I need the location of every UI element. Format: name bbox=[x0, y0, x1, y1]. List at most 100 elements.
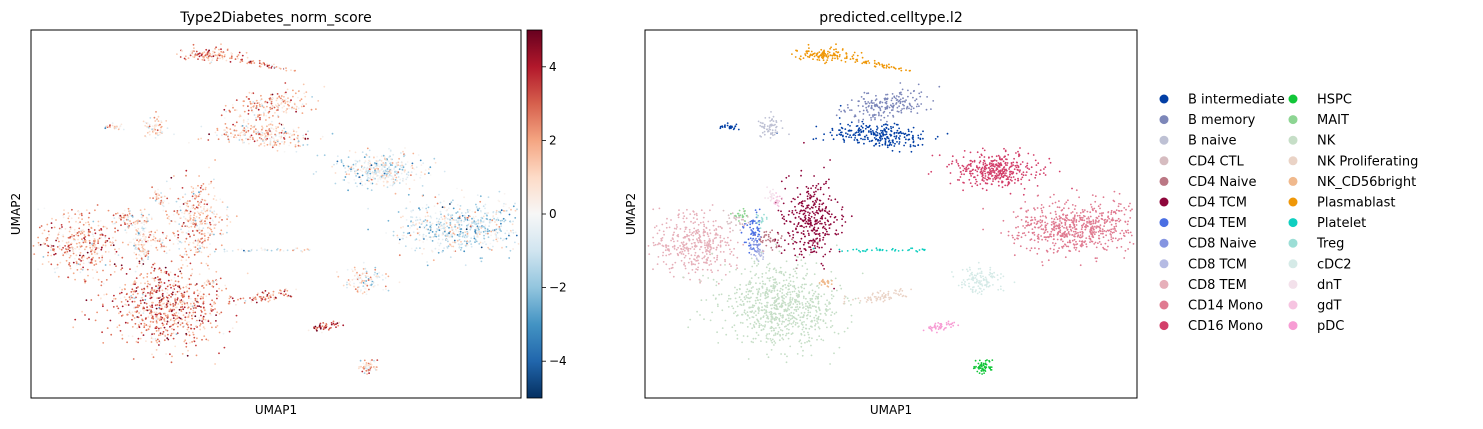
score-point-nk bbox=[134, 283, 136, 286]
score-point-cd14-mono bbox=[480, 227, 483, 229]
score-point-cd14-mono bbox=[423, 247, 425, 250]
score-point-cd14-mono bbox=[471, 210, 474, 213]
score-point-cd14-mono bbox=[485, 243, 487, 246]
score-point-cd16-mono bbox=[368, 159, 370, 162]
score-point-nk bbox=[151, 292, 154, 295]
score-point-cd4-naive bbox=[165, 235, 168, 237]
score-point-cd8-tcm bbox=[143, 251, 146, 253]
score-point-nk-proliferating bbox=[257, 292, 259, 295]
score-point-cd4-tcm bbox=[210, 228, 213, 231]
score-point-cdc2 bbox=[373, 273, 376, 276]
celltype-point-b-memory bbox=[866, 111, 869, 113]
score-point-cd4-tcm bbox=[221, 201, 224, 204]
score-point-nk bbox=[134, 270, 137, 273]
celltype-point-b-memory bbox=[874, 99, 877, 102]
score-point-cd16-mono bbox=[376, 183, 378, 186]
score-point-cd16-mono bbox=[350, 166, 353, 169]
score-point-cd4-tcm bbox=[177, 242, 180, 245]
score-point-b-memory bbox=[259, 114, 262, 116]
celltype-panel-title: predicted.celltype.l2 bbox=[819, 10, 962, 26]
celltype-point-cd4-ctl bbox=[726, 220, 729, 223]
score-point-cd4-tcm bbox=[209, 234, 211, 237]
celltype-point-b-intermediate bbox=[909, 145, 912, 148]
score-point-cd4-tcm bbox=[191, 206, 194, 209]
score-point-cd4-naive bbox=[152, 238, 155, 241]
score-point-b-intermediate bbox=[292, 130, 295, 133]
score-point-nk bbox=[144, 282, 146, 285]
score-point-cd8-tem bbox=[51, 217, 53, 220]
score-point-cd14-mono bbox=[487, 232, 489, 235]
celltype-point-b-memory bbox=[858, 110, 861, 113]
celltype-point-cd4-tcm bbox=[808, 240, 811, 242]
score-point-cdc2 bbox=[356, 271, 358, 274]
score-point-nk bbox=[157, 268, 160, 271]
score-point-cd8-tem bbox=[94, 244, 97, 246]
score-point-b-intermediate bbox=[243, 141, 246, 144]
celltype-point-cd4-tcm bbox=[797, 196, 799, 199]
score-point-b-intermediate bbox=[294, 145, 297, 148]
score-point-cd14-mono bbox=[397, 211, 400, 213]
score-point-cd4-tcm bbox=[235, 215, 238, 218]
score-point-nk bbox=[216, 324, 219, 327]
score-point-cd4-tcm bbox=[199, 247, 202, 250]
score-point-b-memory bbox=[287, 97, 289, 100]
score-point-nk bbox=[186, 290, 189, 293]
score-point-nk bbox=[116, 326, 119, 329]
score-point-b-intermediate bbox=[216, 129, 219, 132]
score-point-cd14-mono bbox=[409, 227, 411, 229]
score-point-nk bbox=[187, 326, 190, 329]
score-point-cd14-mono bbox=[477, 219, 480, 222]
score-point-cd8-tem bbox=[92, 256, 94, 259]
celltype-point-b-memory bbox=[886, 93, 889, 96]
celltype-point-b-intermediate bbox=[865, 124, 868, 127]
score-point-nk bbox=[158, 344, 160, 346]
score-point-cd8-tem bbox=[75, 233, 78, 236]
score-point-plasmablast bbox=[207, 50, 210, 53]
score-point-b-intermediate bbox=[302, 134, 305, 137]
score-point-cd14-mono bbox=[446, 225, 449, 228]
score-point-cd14-mono bbox=[422, 236, 425, 239]
celltype-point-cd4-tcm bbox=[837, 233, 840, 235]
score-point-cd8-naive bbox=[144, 236, 147, 238]
score-point-cd14-mono bbox=[475, 240, 478, 243]
score-point-cd4-tcm bbox=[204, 220, 206, 223]
score-point-b-intermediate bbox=[257, 131, 260, 134]
score-point-nk bbox=[153, 279, 156, 282]
score-point-cd4-tcm bbox=[191, 195, 194, 198]
score-point-cd14-mono bbox=[514, 241, 516, 244]
score-point-nk bbox=[142, 263, 145, 265]
score-point-cd8-naive bbox=[141, 241, 144, 244]
score-point-cd4-tcm bbox=[215, 248, 217, 251]
score-point-nk bbox=[123, 296, 126, 299]
score-point-b-memory bbox=[277, 114, 279, 117]
score-point-cd8-tem bbox=[63, 209, 65, 212]
score-point-cd4-ctl bbox=[115, 221, 118, 224]
celltype-point-b-memory bbox=[916, 103, 919, 106]
score-point-b-intermediate bbox=[261, 127, 264, 129]
score-point-cd4-tcm bbox=[219, 198, 222, 201]
score-point-nk bbox=[178, 316, 181, 319]
score-point-cd4-ctl bbox=[125, 218, 128, 221]
score-point-nk bbox=[180, 266, 183, 269]
celltype-point-cd4-naive bbox=[767, 238, 769, 241]
celltype-point-b-memory bbox=[870, 99, 873, 102]
score-point-nk bbox=[147, 325, 149, 327]
score-point-cd14-mono bbox=[473, 235, 476, 238]
score-point-cd14-mono bbox=[472, 225, 474, 228]
celltype-point-b-naive bbox=[762, 126, 765, 129]
score-point-b-intermediate bbox=[287, 132, 289, 135]
score-point-b-memory bbox=[280, 102, 283, 104]
score-point-cd16-mono bbox=[364, 160, 367, 163]
score-point-cd16-mono bbox=[394, 173, 396, 176]
celltype-point-cd4-tem bbox=[756, 226, 759, 229]
score-point-cd16-mono bbox=[381, 168, 384, 171]
score-point-cd8-tem bbox=[75, 263, 78, 266]
score-point-cd4-tcm bbox=[199, 206, 202, 208]
score-point-cd4-tcm bbox=[213, 224, 216, 226]
score-point-cd16-mono bbox=[353, 178, 356, 181]
celltype-point-cd4-tem bbox=[740, 231, 743, 234]
celltype-point-cd4-tcm bbox=[791, 211, 794, 214]
score-point-cd4-tcm bbox=[182, 231, 184, 234]
celltype-point-cd4-tcm bbox=[850, 215, 853, 218]
celltype-point-b-intermediate bbox=[908, 138, 911, 141]
